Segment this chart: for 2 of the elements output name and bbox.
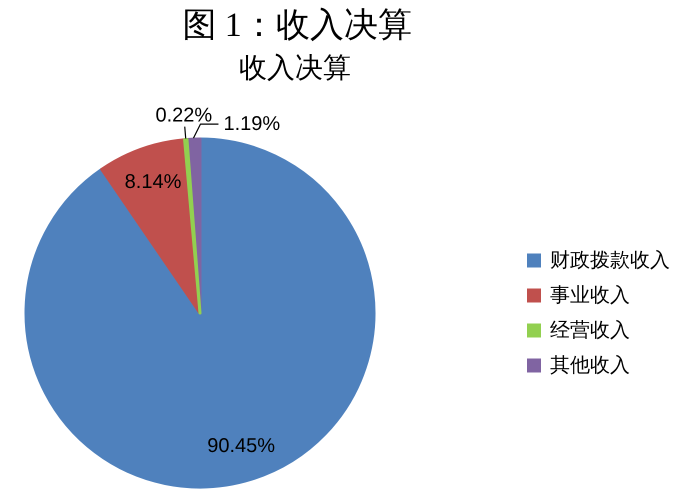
title: 图 1：收入决算 xyxy=(182,7,412,44)
subtitle: 收入决算 xyxy=(239,53,351,84)
